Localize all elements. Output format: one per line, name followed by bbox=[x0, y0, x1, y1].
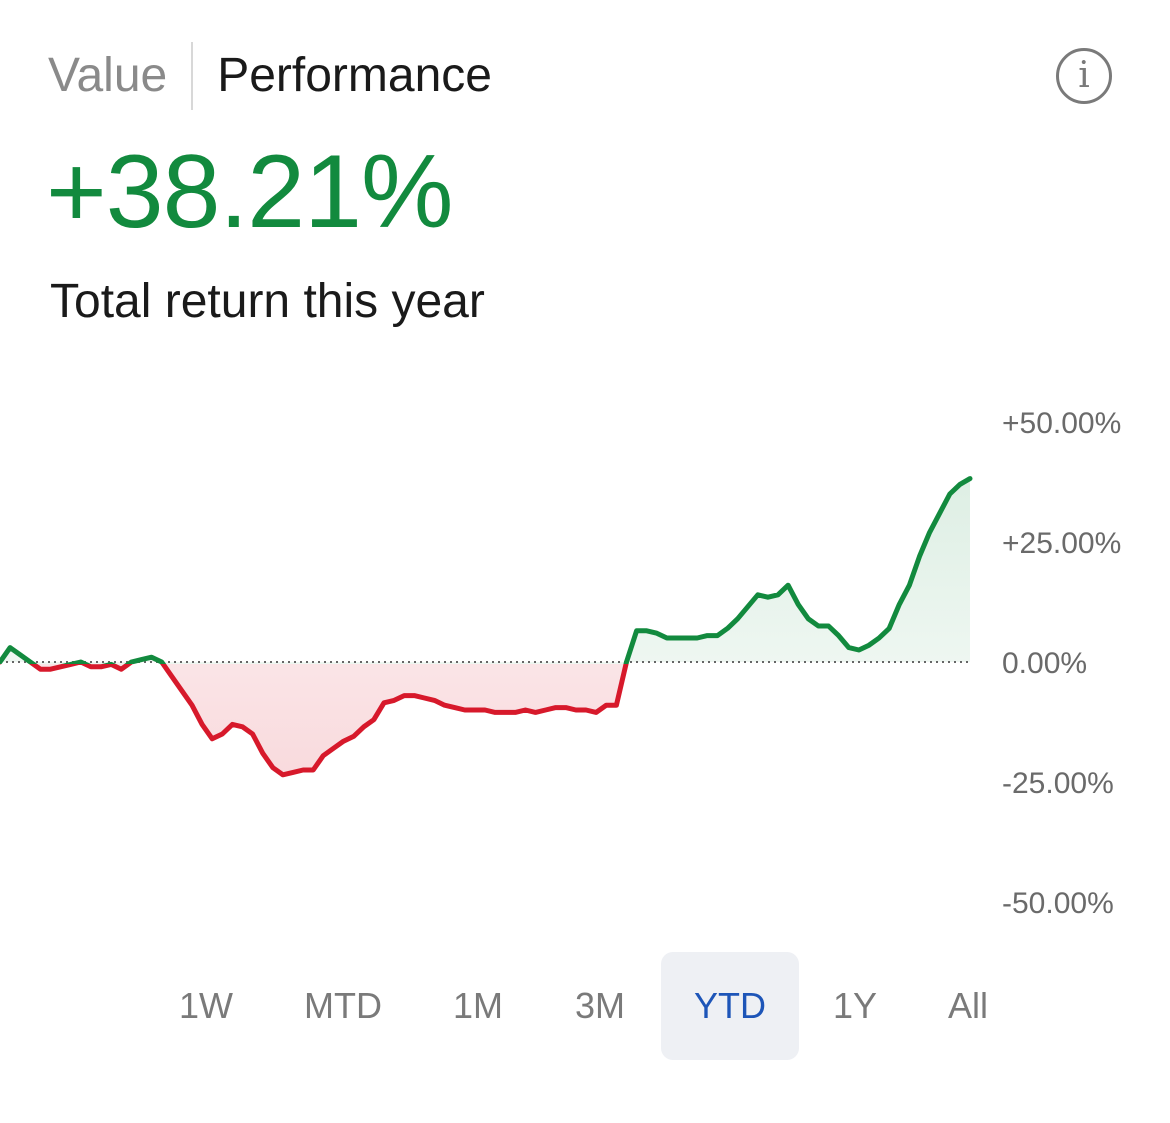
y-tick-label: +50.00% bbox=[1002, 407, 1121, 440]
y-tick-label: -50.00% bbox=[1002, 887, 1114, 920]
series-line-positive bbox=[0, 476, 973, 664]
period-all[interactable]: All bbox=[947, 985, 988, 1026]
info-button[interactable]: i bbox=[1056, 48, 1112, 104]
positive-area-fill bbox=[0, 478, 970, 664]
performance-chart: +50.00% +25.00% 0.00% -25.00% -50.00% bbox=[0, 407, 1121, 920]
period-3m[interactable]: 3M bbox=[574, 985, 625, 1026]
period-mtd[interactable]: MTD bbox=[304, 985, 382, 1026]
series-line-negative bbox=[0, 664, 629, 778]
tab-value[interactable]: Value bbox=[48, 49, 168, 102]
period-ytd[interactable]: YTD bbox=[661, 952, 799, 1060]
total-return-value: +38.21% bbox=[46, 134, 453, 250]
negative-area-fill bbox=[33, 664, 627, 775]
y-tick-label: 0.00% bbox=[1002, 647, 1087, 680]
y-tick-label: +25.00% bbox=[1002, 527, 1121, 560]
view-tabs: Value Performance bbox=[48, 40, 492, 112]
period-1m[interactable]: 1M bbox=[452, 985, 503, 1026]
period-1y[interactable]: 1Y bbox=[832, 985, 878, 1026]
total-return-label: Total return this year bbox=[50, 275, 485, 328]
tab-performance[interactable]: Performance bbox=[217, 49, 492, 102]
tab-divider bbox=[191, 42, 194, 110]
y-axis-ticks: +50.00% +25.00% 0.00% -25.00% -50.00% bbox=[1002, 407, 1121, 920]
period-1w[interactable]: 1W bbox=[179, 985, 233, 1026]
period-selector: 1W MTD 1M 3M YTD 1Y All bbox=[0, 952, 1170, 1062]
y-tick-label: -25.00% bbox=[1002, 767, 1114, 800]
info-icon: i bbox=[1078, 55, 1090, 96]
